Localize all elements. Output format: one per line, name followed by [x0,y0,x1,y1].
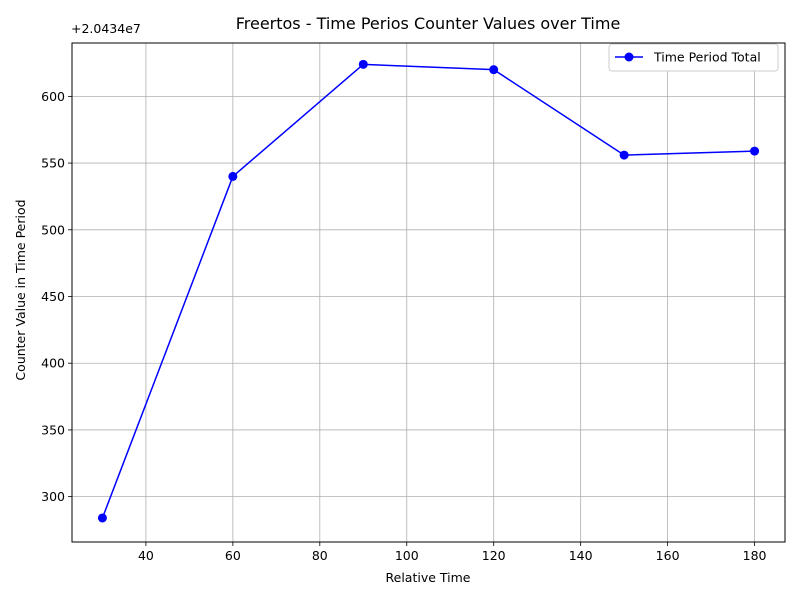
legend-label: Time Period Total [653,50,761,65]
y-tick-label: 350 [41,422,65,437]
x-tick-label: 180 [743,548,767,563]
y-tick-label: 400 [41,356,65,371]
y-axis-label: Counter Value in Time Period [13,199,28,380]
y-tick-label: 300 [41,489,65,504]
y-axis-offset-label: +2.0434e7 [71,21,141,36]
data-point [619,150,629,160]
y-tick-label: 500 [41,222,65,237]
data-point [228,171,238,181]
y-tick-label: 600 [41,89,65,104]
data-point [750,146,760,156]
data-point [358,59,368,69]
x-tick-label: 120 [482,548,506,563]
series-line-group [101,63,755,519]
legend-marker-swatch [624,52,634,62]
series-markers-group [97,59,760,523]
x-tick-label: 140 [569,548,593,563]
series-line [101,63,755,519]
x-axis-ticks: 40 60 80 100 120 140 160 180 [138,542,767,563]
x-tick-label: 40 [138,548,154,563]
data-point [489,65,499,75]
x-tick-label: 100 [395,548,419,563]
chart-title: Freertos - Time Perios Counter Values ov… [236,14,621,33]
data-point [97,513,107,523]
x-tick-label: 80 [312,548,328,563]
x-tick-label: 60 [225,548,241,563]
x-tick-label: 160 [656,548,680,563]
y-tick-label: 450 [41,289,65,304]
x-axis-label: Relative Time [386,570,471,585]
plot-frame [71,42,786,543]
y-tick-label: 550 [41,156,65,171]
y-axis-ticks: 300 350 400 450 500 550 600 [41,89,72,504]
legend: Time Period Total [608,43,779,72]
legend-box [608,43,779,72]
